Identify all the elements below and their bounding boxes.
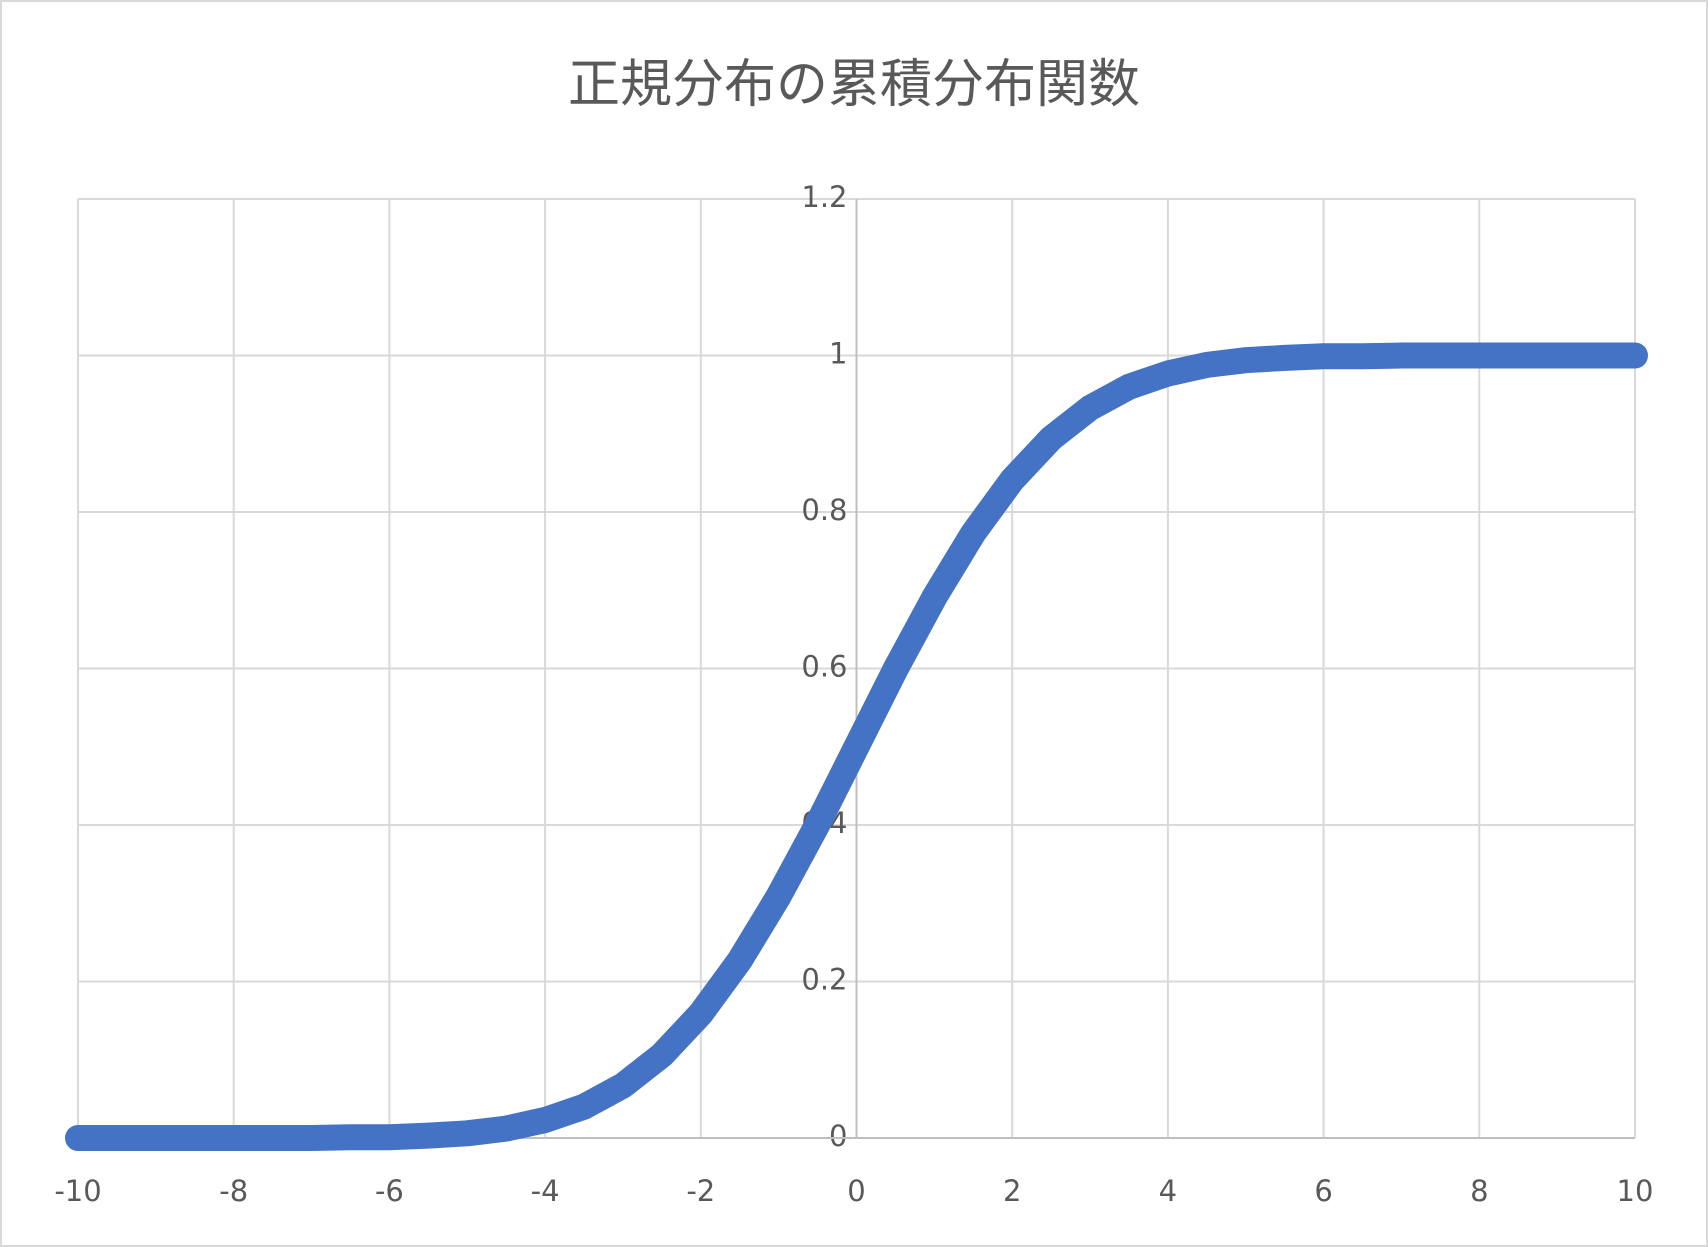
y-tick-label: 1 xyxy=(829,337,847,371)
y-tick-label: 0.8 xyxy=(801,493,847,527)
x-tick-label: -2 xyxy=(686,1174,715,1208)
data-line xyxy=(65,342,1648,1151)
chart-title: 正規分布の累積分布関数 xyxy=(568,55,1140,115)
x-tick-label: 8 xyxy=(1470,1174,1488,1208)
x-tick-label: 10 xyxy=(1617,1174,1654,1208)
x-tick-label: -4 xyxy=(531,1174,560,1208)
x-tick-label: -10 xyxy=(54,1174,101,1208)
y-tick-label: 0.2 xyxy=(801,963,847,997)
y-tick-label: 0.6 xyxy=(801,650,847,684)
x-tick-label: 4 xyxy=(1159,1174,1177,1208)
x-tick-label: -6 xyxy=(375,1174,404,1208)
x-tick-label: -8 xyxy=(219,1174,248,1208)
x-tick-label: 6 xyxy=(1314,1174,1332,1208)
y-tick-label: 1.2 xyxy=(801,180,847,214)
x-tick-label: 2 xyxy=(1003,1174,1021,1208)
x-tick-label: 0 xyxy=(847,1174,865,1208)
y-tick-label: 0 xyxy=(829,1119,847,1153)
